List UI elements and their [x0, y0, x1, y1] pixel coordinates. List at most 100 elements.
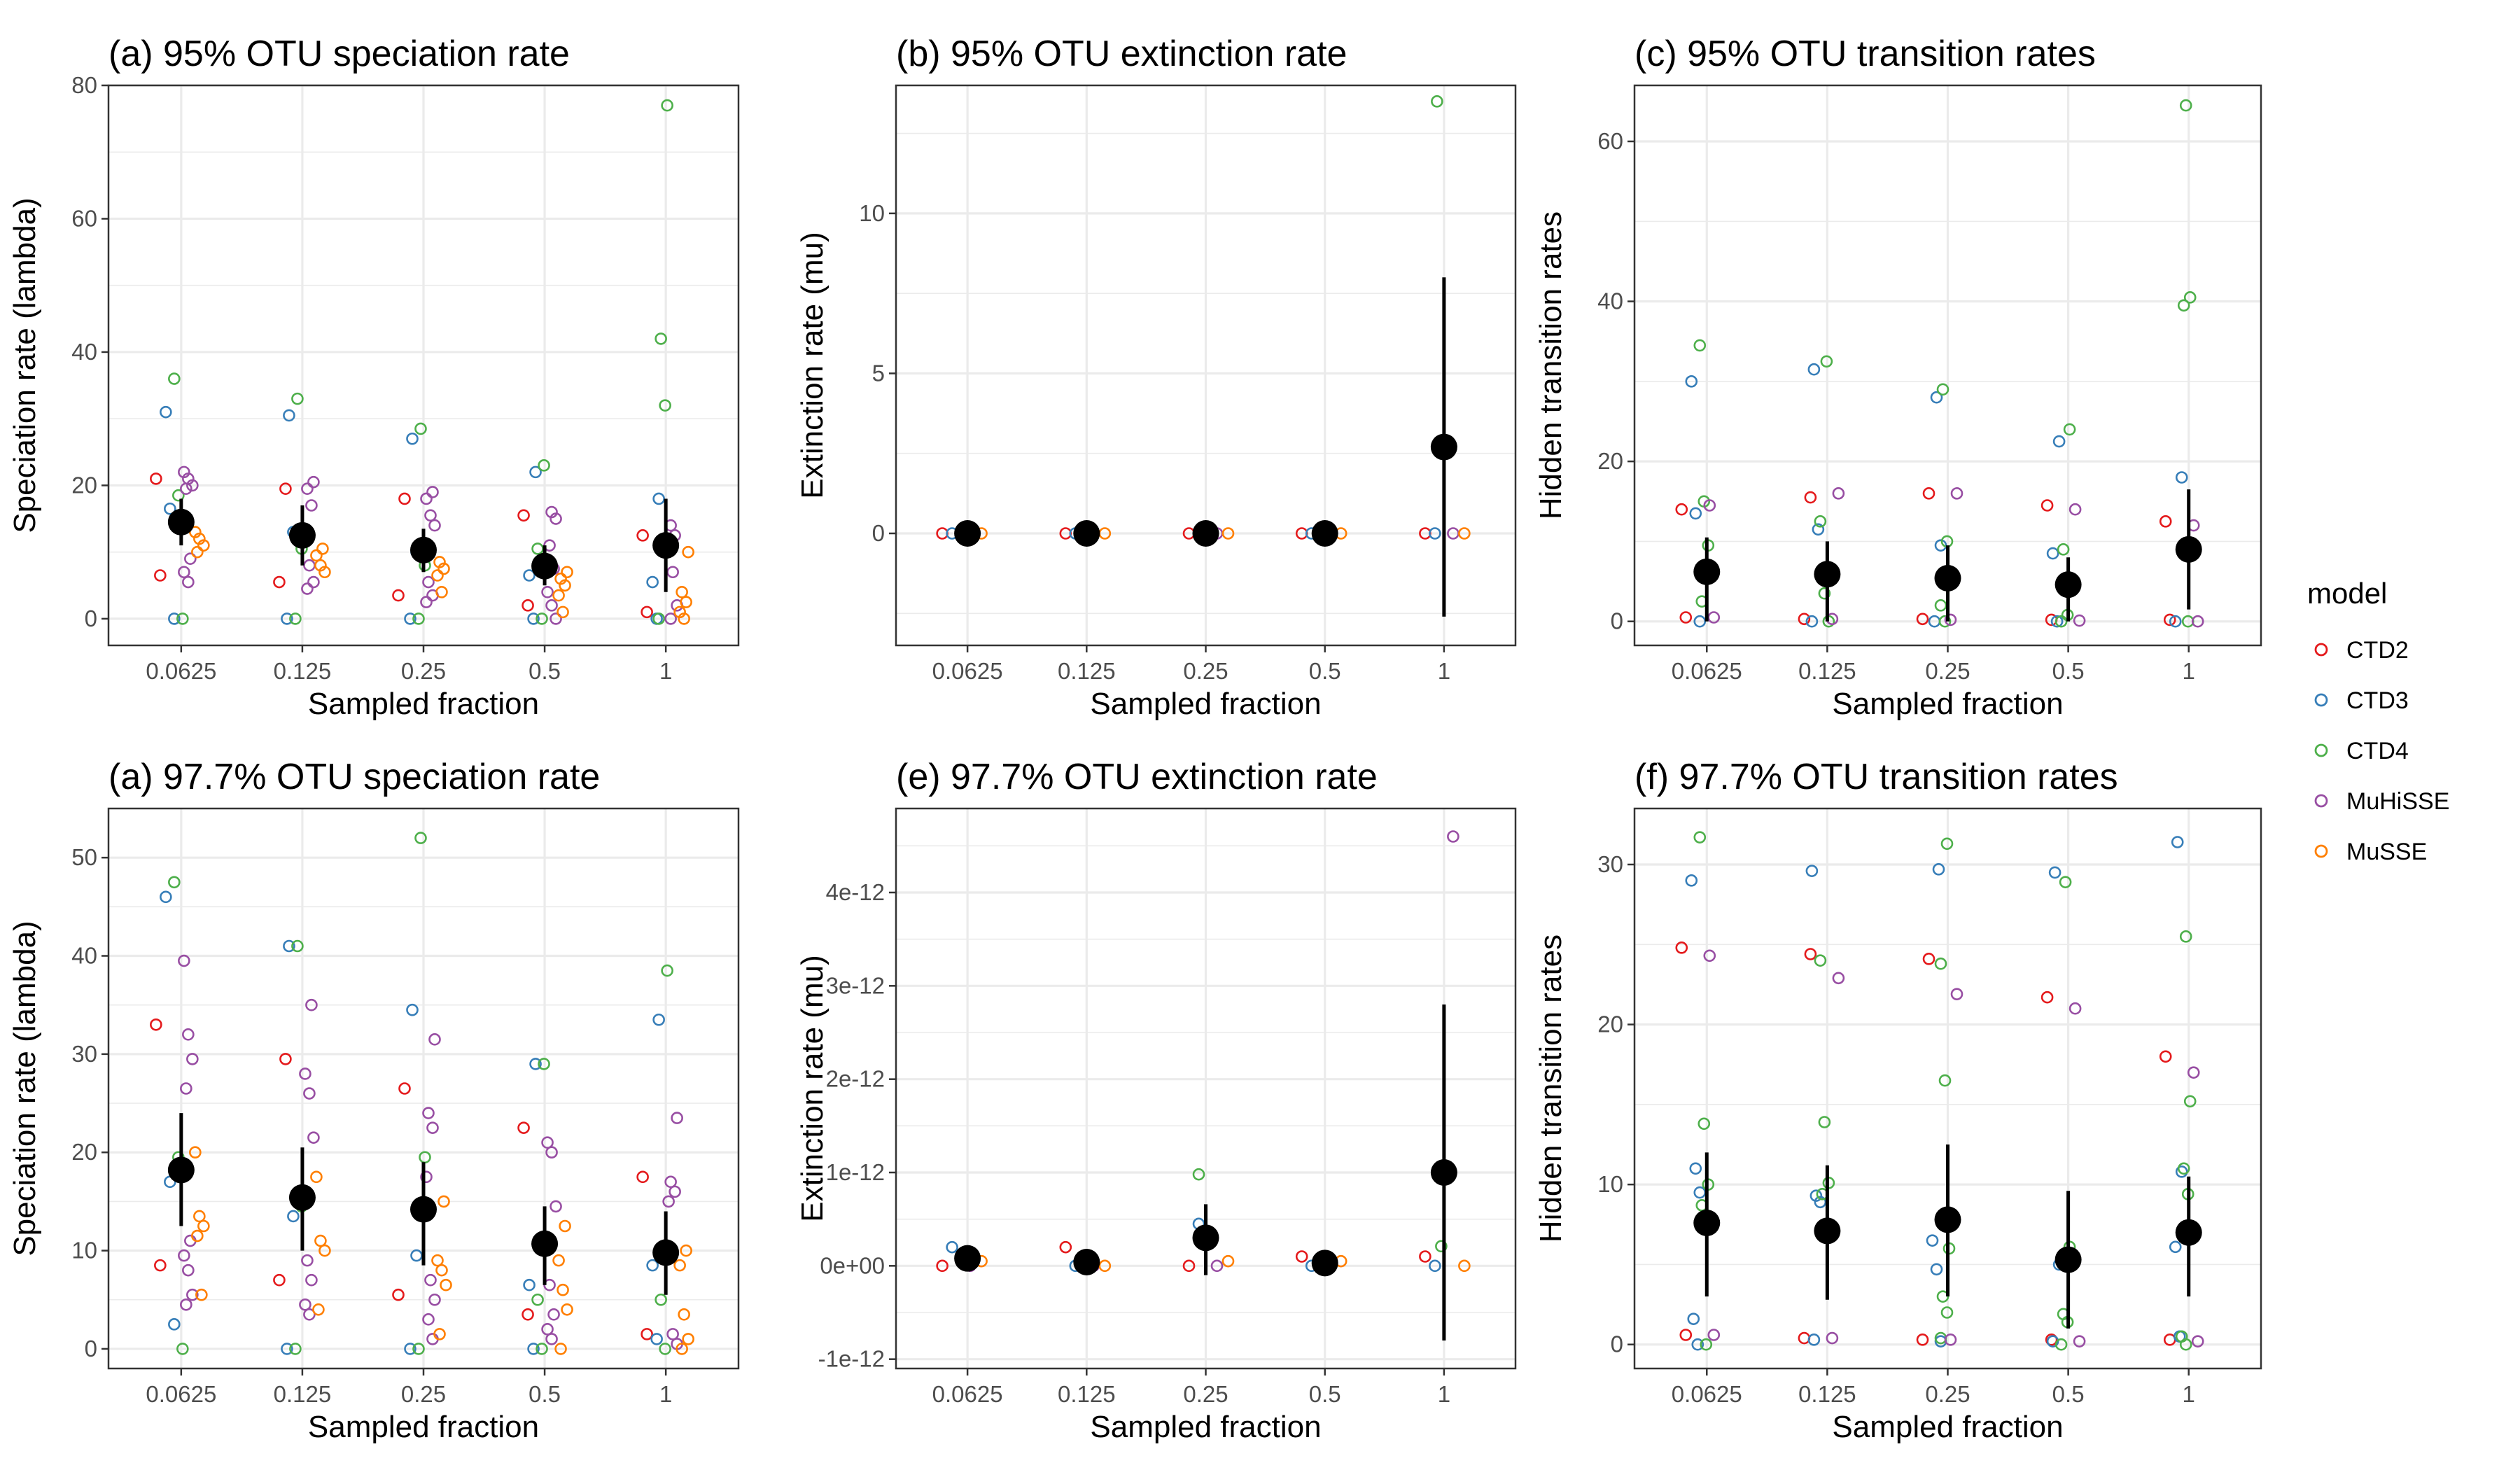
mean-point [1693, 558, 1721, 585]
data-point [283, 939, 295, 953]
mean-point [1192, 1224, 1219, 1252]
data-point [301, 582, 314, 595]
panel-title: (b) 95% OTU extinction rate [896, 34, 1347, 74]
data-point [1926, 1234, 1939, 1247]
y-tick-label: 0 [872, 520, 885, 546]
data-point [1940, 1306, 1954, 1319]
data-point [420, 492, 433, 505]
data-point [1222, 1254, 1235, 1268]
data-point [1950, 988, 1963, 1000]
data-point [1804, 948, 1817, 960]
y-tick-label: 50 [71, 844, 97, 870]
mean-point [1430, 433, 1457, 461]
y-tick-label: 10 [1597, 1171, 1623, 1197]
data-point [291, 392, 304, 405]
data-point [536, 1343, 548, 1355]
summary-markers [1693, 489, 2202, 622]
series-MuHiSSE [964, 830, 1460, 1273]
data-point [273, 575, 286, 589]
gridlines [896, 85, 1516, 645]
panel-3: (c) 95% OTU transition rates 0 20 40 60 0.062… [1534, 34, 2262, 721]
data-point [1419, 1250, 1432, 1263]
mean-point [2175, 536, 2202, 563]
data-point [1820, 355, 1833, 368]
data-point [556, 606, 569, 619]
x-axis: 0.0625 0.125 0.25 0.5 1 [932, 1368, 1450, 1407]
data-point [150, 1018, 162, 1031]
x-tick-label: 0.25 [1925, 658, 1970, 684]
y-tick-label: 3e-12 [826, 972, 885, 998]
data-point [2045, 1334, 2058, 1346]
data-point [1934, 957, 1947, 970]
data-point [168, 372, 181, 385]
series-MuHiSSE [178, 954, 683, 1350]
y-tick-label: 30 [71, 1041, 97, 1067]
legend-key [2314, 844, 2328, 858]
legend-item-CTD2: CTD2 [2314, 637, 2409, 664]
legend-label: MuHiSSE [2346, 788, 2449, 815]
data-point [1192, 1168, 1205, 1181]
data-point [291, 939, 304, 953]
data-point [1693, 1186, 1707, 1199]
data-point [2073, 1335, 2086, 1348]
data-point [435, 586, 448, 598]
data-point [561, 566, 573, 579]
mean-point [1073, 1249, 1100, 1275]
y-axis-title: Extinction rate (mu) [795, 955, 830, 1222]
data-point [301, 482, 314, 495]
data-point [414, 422, 427, 435]
data-point [1804, 491, 1817, 504]
series-CTD4 [168, 99, 673, 625]
data-point [289, 612, 302, 625]
data-point [299, 1068, 312, 1080]
data-point [556, 1283, 569, 1296]
data-point [1679, 1329, 1693, 1341]
data-point [2169, 1240, 2182, 1254]
mean-point [1934, 565, 1961, 592]
x-tick-label: 0.25 [1183, 1381, 1228, 1407]
mean-point [652, 532, 680, 559]
data-point [1818, 1116, 1831, 1128]
data-point [2040, 990, 2054, 1004]
x-axis-title: Sampled fraction [308, 1410, 539, 1444]
data-point [318, 1244, 331, 1257]
data-point [1431, 95, 1443, 108]
data-point [160, 890, 172, 904]
data-point [2183, 1095, 2197, 1108]
data-point [168, 876, 181, 889]
data-point [527, 1343, 540, 1355]
data-point [550, 512, 562, 525]
data-point [1447, 830, 1460, 843]
data-point [1922, 953, 1935, 965]
data-point [180, 1298, 192, 1311]
y-axis: 0 20 40 60 [1597, 128, 1634, 634]
x-tick-label: 0.25 [401, 1381, 446, 1407]
data-point [1700, 1338, 1713, 1351]
data-point [312, 1303, 325, 1316]
gridlines [1634, 85, 2261, 645]
panel-5: (e) 97.7% OTU extinction rate -1e-12 0e+00… [795, 757, 1517, 1444]
data-point [517, 1121, 530, 1134]
data-point [2169, 615, 2182, 628]
panel-title: (e) 97.7% OTU extinction rate [896, 757, 1378, 797]
mean-point [288, 1184, 316, 1211]
x-tick-label: 0.0625 [146, 658, 216, 684]
data-point [2171, 836, 2184, 848]
x-tick-label: 1 [659, 1381, 672, 1407]
data-point [392, 1288, 405, 1301]
panel-title: (a) 97.7% OTU speciation rate [108, 757, 600, 797]
data-point [150, 472, 162, 485]
data-point [303, 559, 316, 572]
summary-markers [167, 498, 680, 592]
data-point [678, 612, 690, 625]
data-point [299, 1298, 312, 1311]
data-point [420, 1170, 433, 1184]
data-point [154, 1259, 167, 1272]
data-point [1182, 1259, 1196, 1273]
data-point [303, 1308, 316, 1321]
data-point [678, 1308, 690, 1321]
data-point [289, 1343, 302, 1355]
y-axis-title: Speciation rate (lambda) [8, 920, 42, 1256]
x-tick-label: 1 [2183, 658, 2195, 684]
data-point [2183, 291, 2197, 304]
